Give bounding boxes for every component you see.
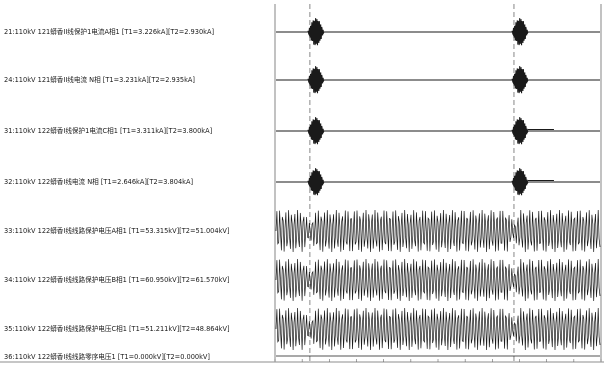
channel-label: 36:110kV 122蟒香I线线路零序电压1 [T1=0.000kV][T2=… <box>4 352 210 361</box>
channel-label: 33:110kV 122蟒香I线线路保护电压A相1 [T1=53.315kV][… <box>4 226 229 235</box>
channel-label: 34:110kV 122蟒香I线线路保护电压B相1 [T1=60.950kV][… <box>4 275 230 284</box>
channel-row: 34:110kV 122蟒香I线线路保护电压B相1 [T1=60.950kV][… <box>4 258 601 302</box>
channel-list: 21:110kV 121蟒香II线保护1电流A相1 [T1=3.226kA][T… <box>4 18 601 361</box>
channel-label: 21:110kV 121蟒香II线保护1电流A相1 [T1=3.226kA][T… <box>4 27 214 36</box>
channel-fault-burst <box>307 168 325 196</box>
channel-fault-burst <box>511 66 529 94</box>
channel-row: 21:110kV 121蟒香II线保护1电流A相1 [T1=3.226kA][T… <box>4 18 600 46</box>
channel-row: 31:110kV 122蟒香I线保护1电流C相1 [T1=3.311kA][T2… <box>4 117 600 145</box>
time-cursors <box>309 4 515 361</box>
channel-label: 24:110kV 121蟒香II线电流 N相 [T1=3.231kA][T2=2… <box>4 75 195 84</box>
channel-fault-burst <box>511 117 529 145</box>
panel-frame <box>0 4 604 363</box>
channel-label: 32:110kV 122蟒香I线电流 N相 [T1=2.646kA][T2=3.… <box>4 177 193 186</box>
channel-row: 24:110kV 121蟒香II线电流 N相 [T1=3.231kA][T2=2… <box>4 66 600 94</box>
channel-fault-burst <box>307 66 325 94</box>
channel-row: 33:110kV 122蟒香I线线路保护电压A相1 [T1=53.315kV][… <box>4 209 601 253</box>
channel-waveform <box>275 258 601 302</box>
channel-fault-burst <box>511 168 529 196</box>
channel-row: 36:110kV 122蟒香I线线路零序电压1 [T1=0.000kV][T2=… <box>4 352 600 361</box>
channel-waveform <box>275 307 601 351</box>
channel-waveform <box>275 209 601 253</box>
channel-fault-burst <box>511 18 529 46</box>
channel-row: 35:110kV 122蟒香I线线路保护电压C相1 [T1=51.211kV][… <box>4 307 601 351</box>
channel-fault-burst <box>307 18 325 46</box>
channel-fault-burst <box>307 117 325 145</box>
channel-label: 35:110kV 122蟒香I线线路保护电压C相1 [T1=51.211kV][… <box>4 324 230 333</box>
channel-row: 32:110kV 122蟒香I线电流 N相 [T1=2.646kA][T2=3.… <box>4 168 600 196</box>
channel-label: 31:110kV 122蟒香I线保护1电流C相1 [T1=3.311kA][T2… <box>4 126 212 135</box>
